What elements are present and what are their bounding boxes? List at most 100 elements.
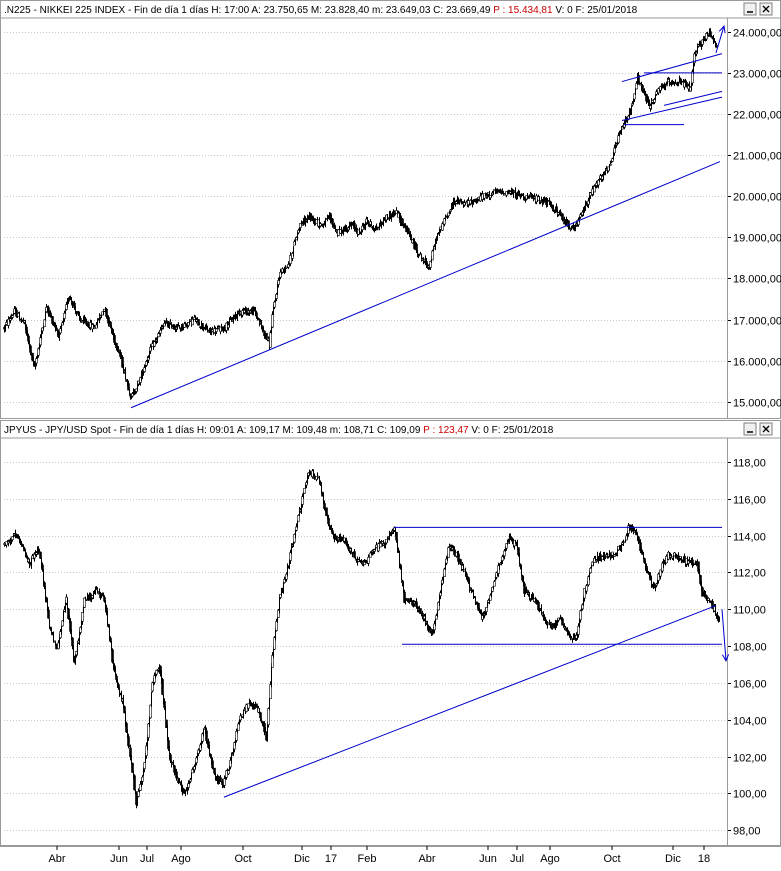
candle-body <box>449 209 452 212</box>
y-tick-label: 16.000,00 <box>733 357 781 369</box>
candle-body <box>631 103 634 106</box>
candle-body <box>589 568 592 574</box>
candle-body <box>405 598 408 601</box>
minimize-icon[interactable] <box>743 2 757 16</box>
y-tick-label: 102,00 <box>733 753 767 765</box>
price-series <box>3 469 720 809</box>
arrow-head[interactable] <box>722 654 730 662</box>
candle-body <box>709 31 712 37</box>
trendline[interactable] <box>223 605 717 798</box>
panel-header-text: .N225 - NIKKEI 225 INDEX - Fin de día 1 … <box>4 5 638 16</box>
header-field: V: 0 <box>469 425 490 436</box>
candle-body <box>127 736 130 747</box>
y-tick-label: 22.000,00 <box>733 110 781 122</box>
candle-body <box>161 679 164 695</box>
candle-body <box>191 769 194 774</box>
minimize-icon[interactable] <box>743 422 757 436</box>
trendline[interactable] <box>130 161 721 409</box>
candle-body <box>433 623 436 631</box>
candle-body <box>39 551 42 559</box>
candle-body <box>131 762 134 773</box>
header-field: H: 09:01 <box>194 425 235 436</box>
candle-body <box>465 573 468 578</box>
candle-body <box>273 637 276 650</box>
x-tick-label: 18 <box>698 853 710 865</box>
candle-body <box>25 326 28 334</box>
close-icon[interactable] <box>759 422 773 436</box>
candle-body <box>437 602 440 611</box>
candle-body <box>155 670 158 675</box>
x-tick-label: Dic <box>294 853 310 865</box>
header-field: F: 25/01/2018 <box>489 425 554 436</box>
trendline[interactable] <box>621 53 723 83</box>
candle-body <box>275 621 278 631</box>
candle-body <box>51 316 54 324</box>
candle-body <box>149 704 152 719</box>
candle-body <box>205 730 208 741</box>
candle-body <box>239 715 242 721</box>
candle-body <box>583 588 586 599</box>
close-icon[interactable] <box>759 2 773 16</box>
candle-body <box>189 779 192 782</box>
candle-body <box>209 753 212 757</box>
candle-body <box>577 626 580 635</box>
candle-body <box>419 608 422 615</box>
x-tick-label: Jul <box>140 853 154 865</box>
arrow-head[interactable] <box>718 25 726 34</box>
candle-body <box>123 706 126 714</box>
arrow-shaft[interactable] <box>721 609 727 661</box>
candle-body <box>305 482 308 486</box>
candle-body <box>525 589 528 594</box>
candle-body <box>11 536 14 541</box>
candle-body <box>613 554 616 557</box>
candle-body <box>289 255 292 264</box>
candle-body <box>219 777 222 782</box>
candle-body <box>83 597 86 608</box>
candle-body <box>459 559 462 565</box>
candle-body <box>585 585 588 592</box>
candle-body <box>287 264 290 268</box>
candle-body <box>697 561 700 572</box>
candle-body <box>705 33 708 40</box>
candle-body <box>159 665 162 675</box>
x-tick-label: Dic <box>665 853 681 865</box>
candle-body <box>145 745 148 757</box>
candle-body <box>255 312 258 317</box>
candle-body <box>421 612 424 617</box>
candle-body <box>277 280 280 285</box>
x-tick-label: Jul <box>510 853 524 865</box>
candle-body <box>457 553 460 562</box>
header-field: .N225 - NIKKEI 225 INDEX - Fin de día 1 … <box>4 5 209 16</box>
minimize-icon-box[interactable] <box>743 2 757 16</box>
candle-body <box>49 626 52 629</box>
trendline[interactable] <box>621 96 723 122</box>
candle-body <box>579 610 582 621</box>
close-icon-glyph[interactable] <box>762 5 770 13</box>
candle-body <box>73 302 76 308</box>
arrow-shaft[interactable] <box>715 26 725 53</box>
candle-body <box>61 620 64 627</box>
candle-body <box>103 597 106 602</box>
y-tick-label: 112,00 <box>733 568 766 580</box>
candle-body <box>301 496 304 505</box>
candle-body <box>665 84 668 87</box>
x-tick-label: Jun <box>110 853 128 865</box>
chart-panel-nikkei: .N225 - NIKKEI 225 INDEX - Fin de día 1 … <box>0 0 781 419</box>
close-icon-glyph[interactable] <box>762 425 770 433</box>
candle-body <box>113 334 116 343</box>
candle-body <box>117 684 120 689</box>
candle-body <box>167 740 170 750</box>
header-field: JPYUS - JPY/USD Spot - Fin de día 1 días <box>4 425 194 436</box>
candle-body <box>191 319 194 326</box>
candle-body <box>207 741 210 748</box>
minimize-icon-box[interactable] <box>743 422 757 436</box>
candle-body <box>79 318 82 321</box>
candle-body <box>147 357 150 361</box>
candle-body <box>271 314 274 328</box>
trendline[interactable] <box>663 90 723 106</box>
candle-body <box>635 83 638 90</box>
candle-body <box>621 126 624 130</box>
x-tick-label: Feb <box>358 853 377 865</box>
candle-body <box>235 730 238 741</box>
candle-body <box>169 754 172 761</box>
